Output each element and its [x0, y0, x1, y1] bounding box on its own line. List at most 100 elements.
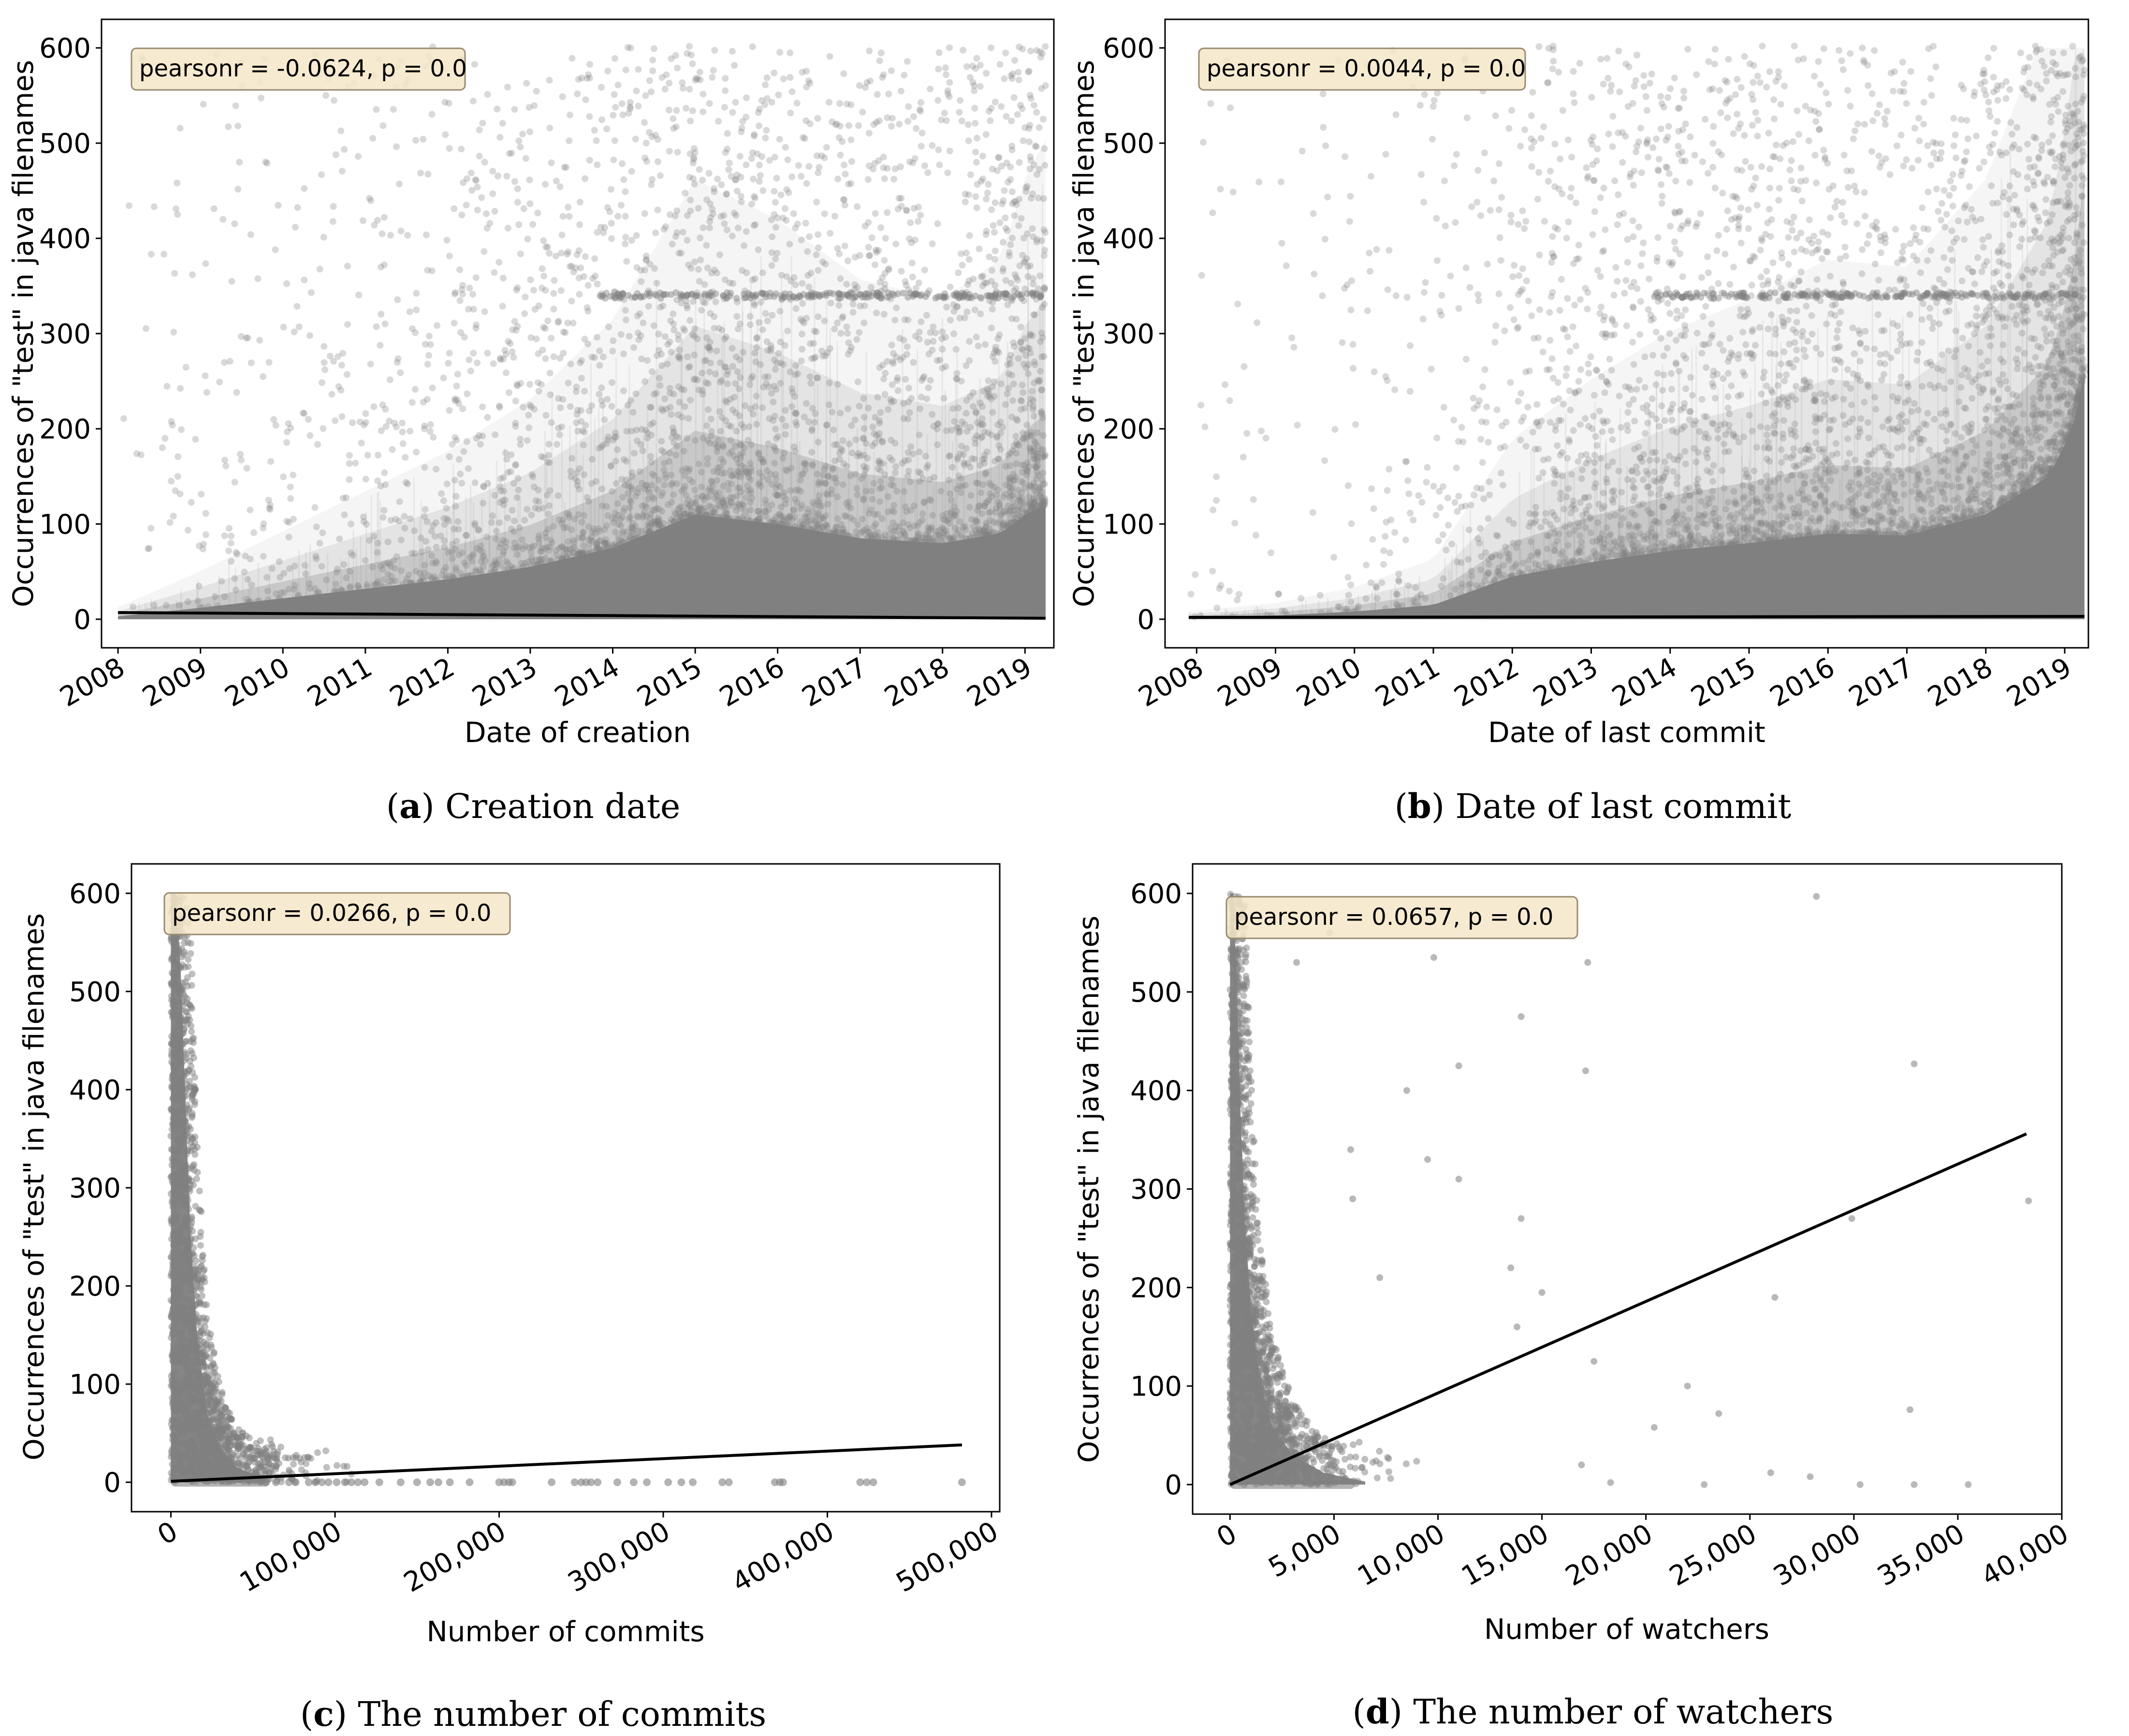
scatter-point: [835, 290, 842, 297]
scatter-point: [923, 464, 931, 471]
scatter-point: [166, 519, 174, 526]
scatter-point: [509, 507, 516, 514]
scatter-point: [916, 448, 923, 455]
scatter-point: [979, 481, 987, 488]
scatter-point: [688, 511, 696, 519]
scatter-point: [992, 282, 999, 289]
scatter-point: [1378, 579, 1385, 586]
scatter-point: [601, 539, 608, 546]
scatter-point: [686, 476, 693, 483]
scatter-point: [992, 290, 1000, 297]
scatter-point: [1363, 561, 1370, 569]
scatter-point: [819, 524, 826, 531]
scatter-point: [1927, 75, 1934, 82]
scatter-point: [1883, 108, 1891, 115]
scatter-point: [538, 544, 545, 552]
scatter-point: [628, 237, 635, 244]
scatter-point: [453, 538, 460, 545]
scatter-point: [620, 176, 627, 183]
scatter-point: [484, 480, 491, 487]
scatter-point: [346, 476, 353, 483]
scatter-point: [719, 292, 727, 299]
scatter-point: [840, 460, 847, 467]
scatter-point: [593, 334, 600, 341]
scatter-point: [673, 480, 680, 487]
scatter-point: [978, 532, 986, 539]
scatter-point: [481, 248, 488, 255]
scatter-point: [950, 307, 958, 315]
scatter-point: [470, 350, 477, 357]
scatter-point: [779, 513, 787, 521]
scatter-point: [715, 437, 722, 444]
scatter-point: [1037, 54, 1044, 61]
scatter-point: [565, 204, 571, 211]
scatter-point: [782, 500, 789, 507]
scatter-point: [634, 312, 641, 320]
scatter-point: [660, 449, 667, 456]
scatter-point: [550, 290, 557, 297]
scatter-point: [610, 112, 617, 119]
scatter-point: [993, 492, 1000, 498]
scatter-point: [854, 521, 861, 528]
x-tick-label: 2013: [467, 652, 542, 714]
x-axis-label: Date of creation: [465, 716, 691, 749]
scatter-point: [778, 416, 786, 423]
scatter-point: [449, 574, 456, 582]
scatter-point: [243, 465, 250, 472]
scatter-point: [1820, 146, 1827, 154]
scatter-point: [226, 358, 233, 365]
scatter-point: [1018, 215, 1025, 222]
scatter-point: [738, 198, 745, 205]
scatter-point: [743, 94, 750, 102]
scatter-point: [699, 176, 706, 184]
scatter-point: [159, 444, 166, 451]
scatter-point: [652, 131, 659, 139]
scatter-point: [499, 120, 506, 127]
scatter-point: [1980, 244, 1987, 251]
scatter-point: [507, 340, 514, 347]
scatter-point: [985, 377, 992, 384]
scatter-point: [615, 408, 622, 416]
scatter-point: [569, 320, 577, 327]
scatter-point: [150, 203, 158, 210]
scatter-point: [176, 490, 184, 497]
scatter-point: [421, 464, 428, 471]
scatter-point: [766, 415, 773, 422]
scatter-point: [524, 235, 531, 243]
scatter-point: [633, 88, 640, 95]
scatter-point: [998, 103, 1005, 110]
scatter-point: [554, 556, 561, 563]
scatter-point: [982, 532, 989, 540]
scatter-point: [445, 100, 452, 107]
scatter-point: [650, 322, 657, 329]
scatter-point: [1029, 225, 1036, 232]
scatter-point: [869, 496, 876, 503]
scatter-point: [641, 210, 648, 217]
scatter-point: [425, 572, 433, 579]
scatter-point: [876, 117, 883, 124]
scatter-point: [1008, 519, 1015, 526]
scatter-point: [801, 135, 808, 142]
scatter-point: [864, 176, 872, 183]
scatter-point: [591, 354, 598, 361]
scatter-point: [837, 151, 844, 159]
scatter-point: [575, 274, 583, 281]
scatter-point: [514, 185, 521, 192]
scatter-point: [865, 162, 873, 170]
scatter-point: [721, 220, 728, 227]
scatter-point: [573, 411, 581, 418]
scatter-point: [1813, 179, 1820, 187]
scatter-point: [848, 422, 855, 429]
scatter-point: [906, 409, 913, 416]
scatter-point: [558, 520, 565, 527]
scatter-point: [1039, 498, 1047, 506]
scatter-point: [758, 483, 765, 490]
scatter-point: [830, 530, 837, 537]
scatter-point: [1033, 47, 1040, 54]
scatter-point: [618, 529, 626, 537]
scatter-point: [1002, 508, 1009, 515]
scatter-point: [1764, 431, 1771, 438]
scatter-point: [576, 291, 583, 298]
scatter-point: [670, 391, 677, 398]
scatter-point: [672, 515, 680, 523]
